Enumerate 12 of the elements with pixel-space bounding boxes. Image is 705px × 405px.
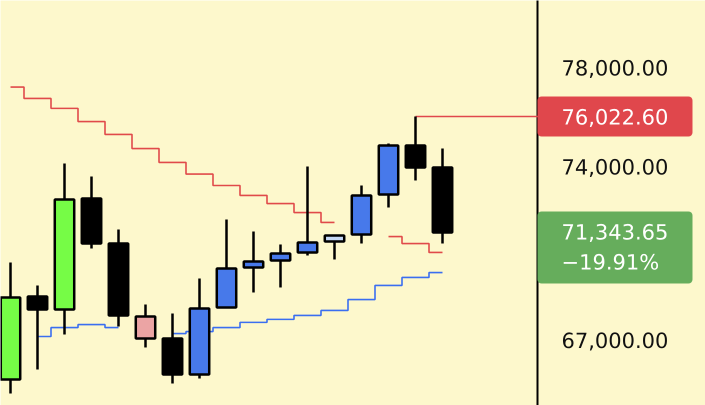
y-tick-label: 74,000.00 <box>562 156 668 180</box>
candlestick <box>26 284 48 371</box>
candlestick <box>404 115 426 182</box>
candlestick <box>296 165 318 257</box>
text: 71,343.65 −19.91% <box>562 220 668 275</box>
candlestick <box>242 230 264 294</box>
y-tick-label: 78,000.00 <box>562 56 668 80</box>
candlestick <box>324 233 346 261</box>
candlestick <box>134 303 156 349</box>
y-tick-label: 67,000.00 <box>562 329 668 354</box>
ref-line-label: 76,022.60 <box>562 106 668 130</box>
candlestick <box>270 243 292 289</box>
